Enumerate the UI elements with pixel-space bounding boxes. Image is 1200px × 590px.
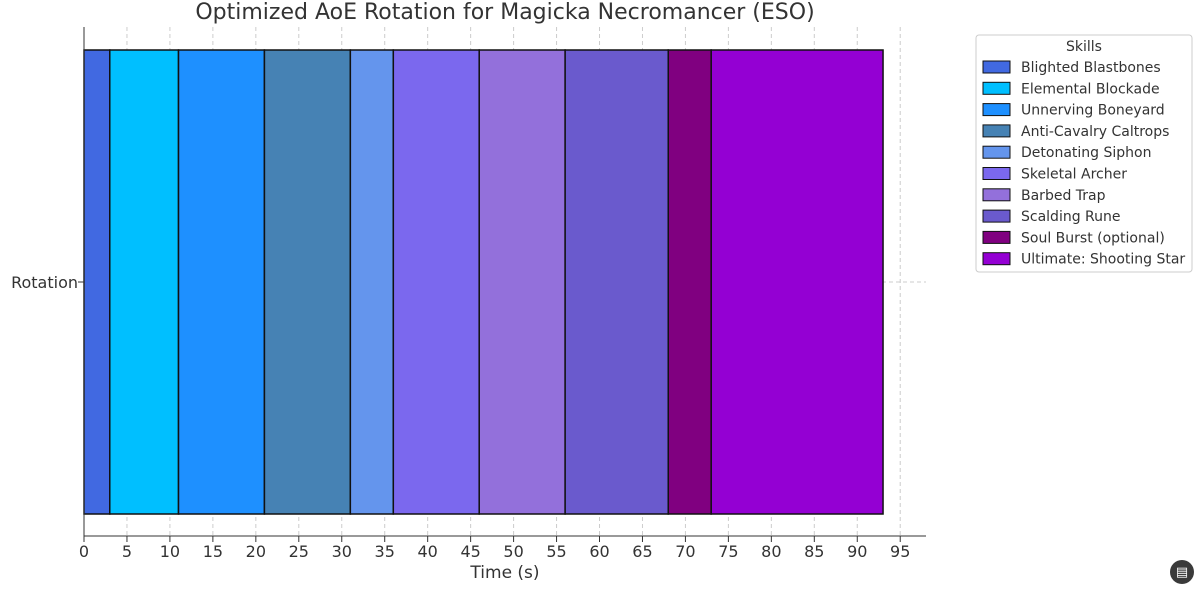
legend-title: Skills xyxy=(1066,39,1102,55)
legend-swatch xyxy=(982,230,1011,244)
x-tick-label: 70 xyxy=(675,542,695,561)
x-tick-label: 55 xyxy=(546,542,566,561)
legend-label: Barbed Trap xyxy=(1021,188,1106,204)
x-tick-label: 35 xyxy=(375,542,395,561)
legend-label: Blighted Blastbones xyxy=(1021,60,1161,76)
bar-segment xyxy=(392,49,480,515)
legend-swatch xyxy=(982,81,1011,95)
bar-segment xyxy=(710,49,884,515)
x-tick-label: 40 xyxy=(417,542,437,561)
legend-frame xyxy=(975,34,1193,273)
legend-swatch xyxy=(982,145,1011,159)
bar-segment xyxy=(564,49,669,515)
x-tick-label: 75 xyxy=(718,542,738,561)
x-tick-label: 10 xyxy=(160,542,180,561)
legend-label: Elemental Blockade xyxy=(1021,81,1160,97)
x-ticks: 0 5 10 15 20 25 30 35 40 45 50 55 60 65 70 75 80 85 90 95 xyxy=(79,536,910,561)
legend-swatch xyxy=(982,209,1011,223)
bar-segment xyxy=(263,49,352,515)
legend-label: Scalding Rune xyxy=(1021,209,1121,225)
x-tick-label: 15 xyxy=(203,542,223,561)
chart-title: Optimized AoE Rotation for Magicka Necro… xyxy=(195,0,814,25)
legend-label: Unnerving Boneyard xyxy=(1021,103,1165,119)
x-tick-label: 25 xyxy=(289,542,309,561)
bar-segment xyxy=(83,49,111,515)
x-tick-label: 90 xyxy=(847,542,867,561)
bar-segment xyxy=(109,49,180,515)
legend-swatch xyxy=(982,167,1011,180)
y-tick-label: Rotation xyxy=(11,273,78,292)
legend-label: Soul Burst (optional) xyxy=(1021,230,1165,246)
legend-label: Ultimate: Shooting Star xyxy=(1021,252,1185,268)
x-tick-label: 30 xyxy=(332,542,352,561)
legend-swatch xyxy=(982,124,1011,138)
legend: Skills Blighted Blastbones Elemental Bloc… xyxy=(975,34,1193,273)
legend-label: Skeletal Archer xyxy=(1021,167,1127,183)
x-tick-label: 50 xyxy=(503,542,523,561)
legend-items: Blighted Blastbones Elemental Blockade Unn… xyxy=(982,60,1185,268)
legend-label: Anti-Cavalry Caltrops xyxy=(1021,124,1169,140)
legend-swatch xyxy=(982,60,1011,74)
legend-swatch xyxy=(982,188,1011,202)
bars xyxy=(83,49,884,515)
legend-label: Detonating Siphon xyxy=(1021,145,1151,161)
x-tick-label: 85 xyxy=(804,542,824,561)
x-tick-label: 65 xyxy=(632,542,652,561)
x-tick-label: 80 xyxy=(761,542,781,561)
bar-segment xyxy=(177,49,266,515)
x-axis-label: Time (s) xyxy=(469,563,539,583)
bar-segment xyxy=(478,49,566,515)
x-tick-label: 20 xyxy=(246,542,266,561)
x-tick-label: 60 xyxy=(589,542,609,561)
x-tick-label: 45 xyxy=(460,542,480,561)
legend-swatch xyxy=(982,252,1011,266)
chat-icon[interactable]: ▤ xyxy=(1170,560,1194,584)
x-tick-label: 95 xyxy=(890,542,910,561)
x-tick-label: 0 xyxy=(79,542,89,561)
legend-swatch xyxy=(982,103,1011,117)
bar-segment xyxy=(667,49,712,515)
y-ticks: Rotation xyxy=(11,273,84,292)
bar-segment xyxy=(349,49,395,515)
x-tick-label: 5 xyxy=(122,542,132,561)
